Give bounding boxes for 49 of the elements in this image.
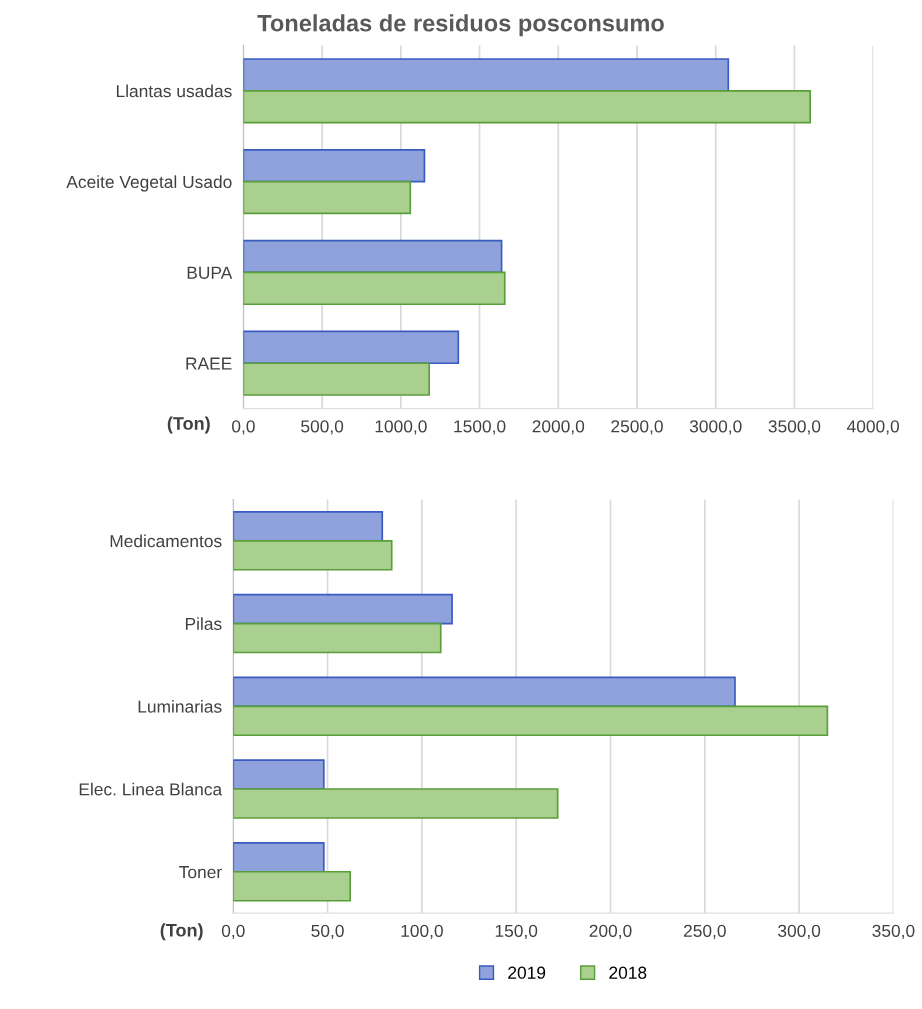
y-tick-label: Aceite Vegetal Usado (66, 175, 232, 192)
bar (233, 539, 393, 571)
bar (233, 622, 442, 654)
bar (233, 593, 453, 625)
x-tick-label: 3500,0 (768, 420, 821, 435)
bar (243, 58, 730, 92)
bar (233, 676, 736, 708)
y-tick-label: Llantas usadas (116, 84, 232, 98)
x-tick-label: 4000,0 (846, 420, 900, 435)
y-tick-label: Medicamentos (110, 534, 222, 548)
x-tick-label: 100,0 (401, 924, 443, 940)
bar (233, 511, 384, 542)
x-tick-label: 3000,0 (689, 420, 742, 435)
bar (243, 271, 506, 306)
x-tick-label: 1000,0 (375, 420, 427, 435)
bar (243, 89, 811, 124)
bar (233, 705, 829, 737)
x-tick-label: 0,0 (232, 420, 255, 435)
y-tick-label: Toner (179, 866, 222, 879)
x-tick-label: 300,0 (778, 924, 821, 940)
y-tick-label: Elec. Linea Blanca (79, 782, 223, 796)
legend-label: 2019 (508, 966, 546, 979)
bar (233, 870, 352, 902)
bar (243, 180, 412, 215)
x-tick-label: 150,0 (495, 924, 538, 940)
y-tick-label: RAEE (186, 357, 232, 370)
x-tick-label: 350,0 (872, 924, 915, 940)
y-tick-label: BUPA (187, 266, 233, 279)
x-tick-label: 0,0 (221, 924, 245, 940)
bar (233, 841, 325, 873)
bar (243, 239, 503, 274)
bar (243, 149, 426, 183)
bar (243, 362, 431, 396)
x-tick-label: 2000,0 (532, 420, 585, 435)
x-tick-label: 2500,0 (611, 420, 663, 435)
x-tick-label: 500,0 (301, 420, 344, 435)
chart-title: Toneladas de residuos posconsumo (257, 14, 664, 37)
x-tick-label: 250,0 (683, 924, 726, 940)
x-tick-label: 50,0 (311, 924, 344, 940)
x-tick-label: 1500,0 (454, 420, 506, 435)
legend-label: 2018 (609, 966, 647, 979)
y-tick-label: Luminarias (138, 700, 222, 713)
x-tick-label: 200,0 (589, 924, 632, 940)
bar (233, 788, 559, 819)
bar (233, 759, 325, 790)
y-tick-label: Pilas (185, 617, 222, 631)
x-axis-title: (Ton) (160, 923, 203, 941)
x-axis-title: (Ton) (167, 416, 210, 434)
bar (243, 330, 460, 365)
